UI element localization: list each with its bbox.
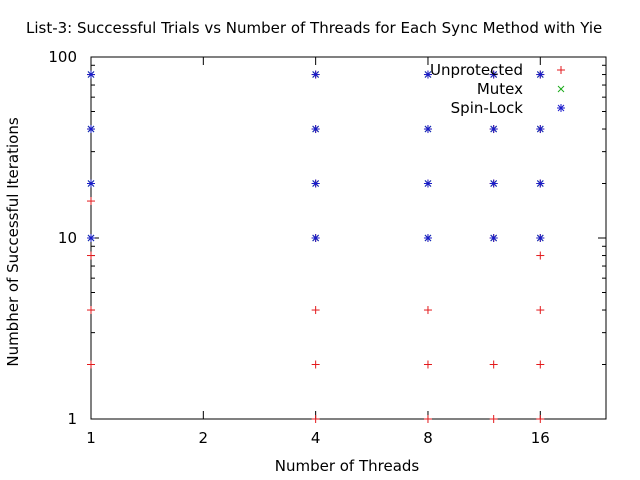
data-point-spin-lock [489, 234, 498, 242]
x-axis-label: Number of Threads [275, 457, 420, 475]
plot-area-border [90, 56, 607, 420]
data-point-unprotected [311, 360, 320, 369]
y-axis-label: Numbher of Successful Iterations [4, 117, 22, 366]
data-point-unprotected [423, 306, 432, 315]
data-point-unprotected [311, 306, 320, 315]
data-point-spin-lock [423, 125, 432, 134]
data-point-spin-lock [423, 234, 432, 242]
legend-marker [557, 85, 565, 93]
data-points [87, 70, 545, 423]
legend-label: Spin-Lock [451, 99, 524, 117]
data-point-spin-lock [489, 125, 498, 134]
data-point-unprotected [489, 415, 498, 423]
data-point-spin-lock [87, 179, 95, 188]
legend-label: Mutex [477, 80, 523, 98]
data-point-unprotected [87, 306, 95, 315]
data-point-spin-lock [536, 125, 545, 134]
data-point-spin-lock [311, 125, 320, 134]
x-tick-label: 16 [531, 429, 550, 447]
data-point-spin-lock [87, 234, 95, 242]
data-point-unprotected [423, 415, 432, 423]
data-point-spin-lock [311, 234, 320, 242]
x-tick-label: 4 [311, 429, 321, 447]
data-point-spin-lock [536, 179, 545, 188]
y-tick-label: 100 [48, 48, 77, 66]
y-tick-label: 1 [67, 410, 77, 428]
data-point-spin-lock [536, 70, 545, 79]
data-point-unprotected [536, 251, 545, 260]
legend-marker [557, 66, 565, 74]
data-point-spin-lock [311, 70, 320, 79]
data-point-unprotected [536, 306, 545, 315]
y-tick-label: 10 [58, 229, 77, 247]
data-point-spin-lock [423, 70, 432, 79]
data-point-unprotected [87, 360, 95, 369]
legend-label: Unprotected [430, 61, 523, 79]
x-tick-label: 1 [86, 429, 96, 447]
data-point-spin-lock [536, 234, 545, 242]
data-point-unprotected [536, 415, 545, 423]
data-point-unprotected [311, 415, 320, 423]
data-point-unprotected [87, 197, 95, 206]
chart-title: List-3: Successful Trials vs Number of T… [26, 19, 602, 37]
data-point-unprotected [87, 251, 95, 260]
data-point-spin-lock [87, 70, 95, 79]
data-point-spin-lock [311, 179, 320, 188]
data-point-unprotected [489, 360, 498, 369]
data-point-unprotected [536, 360, 545, 369]
data-point-unprotected [423, 360, 432, 369]
data-point-spin-lock [423, 179, 432, 188]
legend-marker [557, 104, 565, 112]
data-point-spin-lock [87, 125, 95, 134]
data-point-spin-lock [489, 70, 498, 79]
data-point-spin-lock [489, 179, 498, 188]
x-tick-label: 2 [199, 429, 209, 447]
x-tick-label: 8 [423, 429, 433, 447]
